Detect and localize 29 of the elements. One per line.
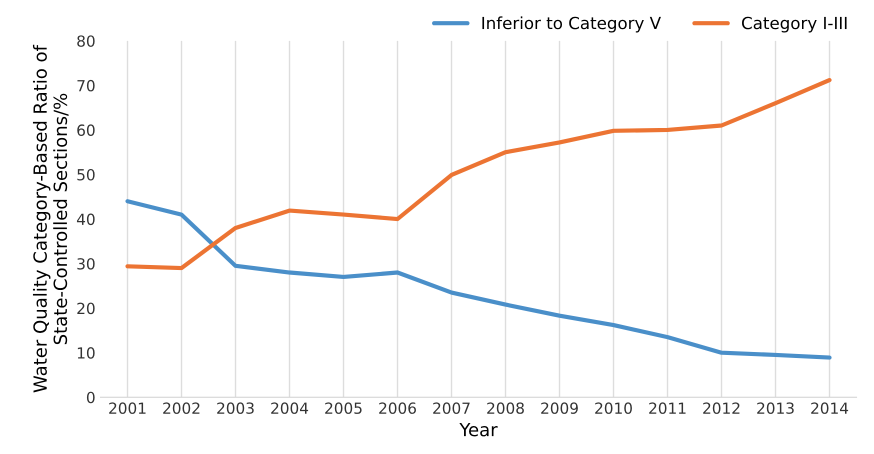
y-tick-label: 30 [77, 258, 95, 270]
y-axis-title: Water Quality Category-Based Ratio of State-Controlled Sections/% [32, 44, 69, 392]
legend-label: Category I-III [742, 16, 847, 33]
y-tick-label: 60 [77, 124, 95, 136]
y-tick-label: 70 [77, 80, 95, 92]
x-tick-label: 2009 [541, 402, 578, 414]
x-tick-label: 2001 [109, 402, 146, 414]
x-tick-label: 2006 [379, 402, 416, 414]
y-tick-label: 10 [78, 347, 95, 359]
x-tick-label: 2012 [703, 402, 740, 414]
x-tick-label: 2013 [757, 402, 794, 414]
x-tick-label: 2008 [487, 402, 524, 414]
y-tick-label: 40 [76, 214, 95, 226]
y-tick-label: 20 [77, 302, 95, 314]
x-axis-title: Year [459, 423, 498, 436]
x-tick-label: 2010 [595, 402, 632, 414]
line-series [125, 199, 832, 360]
x-tick-label: 2014 [811, 402, 848, 414]
x-tick-label: 2005 [325, 402, 362, 414]
x-tick-label: 2004 [271, 402, 308, 414]
line-series [125, 78, 832, 270]
y-tick-label: 0 [86, 392, 95, 404]
x-tick-label: 2011 [649, 402, 686, 414]
x-tick-label: 2007 [433, 402, 470, 414]
x-tick-label: 2002 [163, 402, 200, 414]
y-tick-label: 80 [77, 35, 95, 47]
x-tick-label: 2003 [217, 402, 254, 414]
y-tick-label: 50 [77, 168, 95, 181]
legend-label: Inferior to Category V [482, 16, 661, 33]
